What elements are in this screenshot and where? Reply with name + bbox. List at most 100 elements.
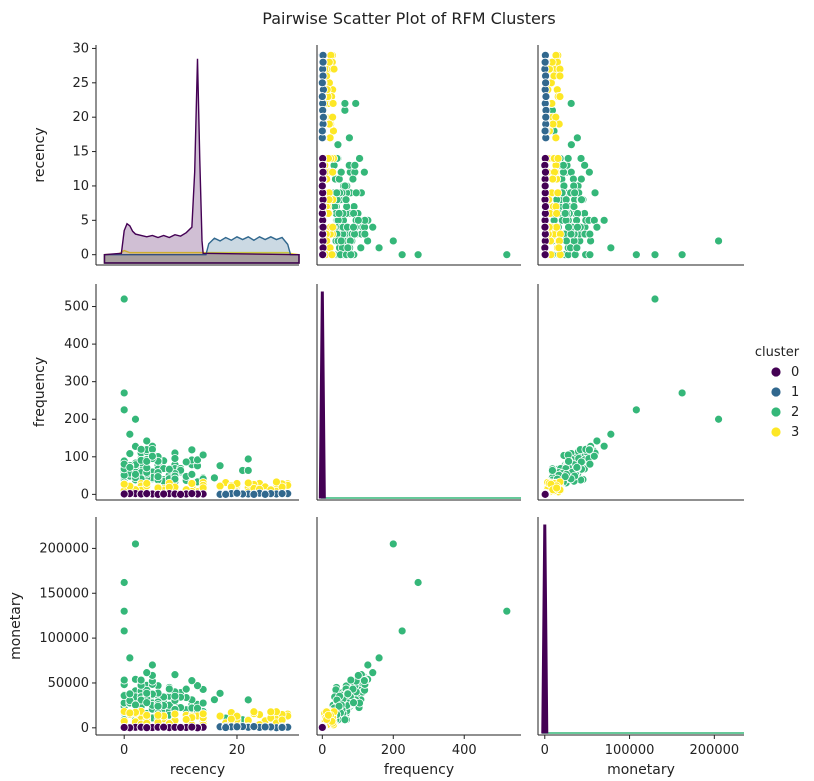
point-cluster-2	[590, 188, 600, 198]
point-cluster-2	[243, 695, 253, 705]
point-cluster-2	[336, 236, 346, 246]
point-cluster-3	[551, 133, 561, 143]
y-tick-label: 150000	[39, 586, 89, 601]
point-cluster-2	[351, 99, 361, 108]
point-cluster-2	[374, 243, 384, 253]
point-cluster-3	[272, 477, 281, 487]
y-tick-label: 100	[64, 450, 89, 465]
point-cluster-2	[341, 195, 351, 205]
legend-marker-2	[770, 406, 782, 418]
point-cluster-2	[348, 174, 358, 184]
point-cluster-0	[318, 222, 328, 232]
point-cluster-3	[548, 174, 558, 184]
point-cluster-2	[359, 167, 369, 177]
point-cluster-2	[343, 689, 353, 699]
point-cluster-3	[249, 707, 259, 717]
legend-label-1: 1	[791, 385, 799, 400]
point-cluster-1	[317, 78, 327, 88]
point-cluster-2	[368, 668, 378, 678]
point-cluster-1	[260, 722, 270, 732]
point-cluster-1	[277, 489, 287, 499]
point-cluster-2	[548, 466, 557, 475]
point-cluster-3	[142, 478, 152, 488]
point-cluster-0	[159, 722, 169, 732]
point-cluster-2	[334, 701, 344, 711]
point-cluster-0	[119, 489, 129, 499]
x-tick-label: 100000	[605, 743, 655, 758]
point-cluster-2	[397, 250, 407, 260]
point-cluster-2	[131, 414, 140, 424]
point-cluster-2	[187, 469, 197, 479]
point-cluster-2	[147, 660, 157, 670]
point-cluster-3	[243, 478, 253, 488]
point-cluster-2	[573, 222, 582, 232]
y-tick-label: 30	[72, 41, 89, 56]
point-cluster-2	[119, 405, 129, 415]
point-cluster-2	[570, 188, 580, 198]
point-cluster-2	[333, 140, 343, 150]
legend-marker-1	[770, 386, 782, 398]
point-cluster-2	[210, 473, 219, 483]
point-cluster-2	[119, 626, 129, 636]
point-cluster-1	[541, 112, 551, 122]
point-cluster-2	[502, 250, 512, 260]
point-cluster-2	[359, 676, 369, 686]
point-cluster-0	[317, 723, 327, 732]
point-cluster-2	[336, 167, 346, 177]
point-cluster-2	[388, 539, 398, 549]
kde-cluster-1	[103, 236, 300, 264]
y-tick-label: 15	[72, 145, 89, 160]
point-cluster-3	[153, 710, 163, 720]
point-cluster-2	[560, 209, 570, 218]
panel-frequency-vs-recency: 0 100 200 300 400 500 frequency	[32, 284, 299, 502]
point-cluster-2	[566, 140, 576, 150]
point-cluster-3	[554, 243, 564, 253]
point-cluster-2	[187, 676, 197, 686]
y-tick-label: 0	[81, 721, 89, 736]
panel-monetary-vs-recency: 0 50000 100000 150000 200000 monetary 0 20 recen…	[8, 517, 299, 778]
point-cluster-2	[153, 701, 163, 711]
point-cluster-2	[131, 700, 140, 710]
point-cluster-0	[541, 167, 550, 177]
point-cluster-2	[193, 681, 202, 691]
point-cluster-2	[142, 436, 152, 446]
point-cluster-2	[353, 671, 363, 680]
point-cluster-2	[589, 451, 599, 461]
point-cluster-2	[125, 689, 135, 699]
point-cluster-2	[650, 250, 660, 260]
point-cluster-2	[353, 215, 363, 225]
y-tick-label: 20	[72, 110, 89, 125]
y-tick-label: 50000	[48, 676, 89, 691]
point-cluster-2	[599, 441, 609, 451]
point-cluster-1	[317, 92, 327, 101]
point-cluster-0	[187, 489, 197, 499]
point-cluster-2	[170, 454, 180, 463]
point-cluster-2	[142, 698, 152, 708]
panel-monetary-vs-frequency: 0 200 400 frequency	[316, 517, 521, 778]
panel-recency-vs-frequency	[316, 45, 521, 266]
x-axis-label: frequency	[384, 762, 454, 778]
point-cluster-2	[564, 222, 573, 232]
point-cluster-3	[125, 708, 135, 718]
point-cluster-3	[226, 714, 236, 724]
point-cluster-1	[249, 722, 259, 731]
point-cluster-2	[592, 222, 602, 232]
point-cluster-2	[566, 99, 576, 108]
point-cluster-0	[142, 489, 152, 499]
point-cluster-3	[328, 222, 338, 232]
point-cluster-0	[318, 167, 328, 177]
y-tick-label: 100000	[39, 631, 89, 646]
point-cluster-3	[198, 709, 208, 719]
point-cluster-2	[346, 675, 356, 685]
x-tick-label: 20	[229, 743, 246, 758]
point-cluster-1	[221, 723, 231, 732]
point-cluster-2	[577, 195, 586, 205]
point-cluster-2	[119, 606, 129, 616]
point-cluster-1	[540, 57, 550, 67]
point-cluster-2	[119, 578, 129, 587]
point-cluster-3	[170, 709, 180, 719]
point-cluster-0	[119, 723, 129, 732]
chart-title: Pairwise Scatter Plot of RFM Clusters	[262, 9, 555, 28]
point-cluster-2	[564, 456, 573, 466]
